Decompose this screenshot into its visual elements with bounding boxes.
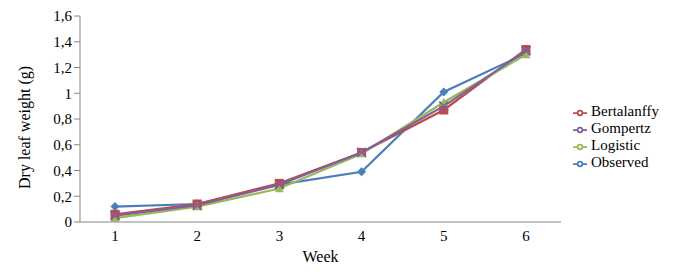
- svg-text:Week: Week: [302, 248, 338, 265]
- html-text:Bertalanffy: Bertalanffy: [591, 103, 659, 119]
- svg-text:3: 3: [276, 228, 284, 244]
- svg-text:0: 0: [65, 214, 73, 230]
- svg-text:0,6: 0,6: [53, 137, 72, 153]
- svg-text:Dry leaf weight (g): Dry leaf weight (g): [16, 66, 34, 189]
- svg-text:1: 1: [65, 86, 73, 102]
- svg-text:1: 1: [111, 228, 119, 244]
- html-text:Gompertz: Gompertz: [591, 120, 651, 136]
- svg-text:4: 4: [358, 228, 366, 244]
- html-text:Logistic: Logistic: [591, 137, 641, 153]
- svg-text:0,8: 0,8: [53, 111, 72, 127]
- svg-text:2: 2: [193, 228, 201, 244]
- svg-text:5: 5: [440, 228, 448, 244]
- html-text:Observed: Observed: [591, 154, 649, 170]
- svg-text:1,2: 1,2: [53, 60, 72, 76]
- svg-text:0,4: 0,4: [53, 163, 72, 179]
- svg-text:0,2: 0,2: [53, 189, 72, 205]
- svg-text:1,4: 1,4: [53, 34, 72, 50]
- svg-text:1,6: 1,6: [53, 8, 72, 24]
- svg-text:6: 6: [522, 228, 530, 244]
